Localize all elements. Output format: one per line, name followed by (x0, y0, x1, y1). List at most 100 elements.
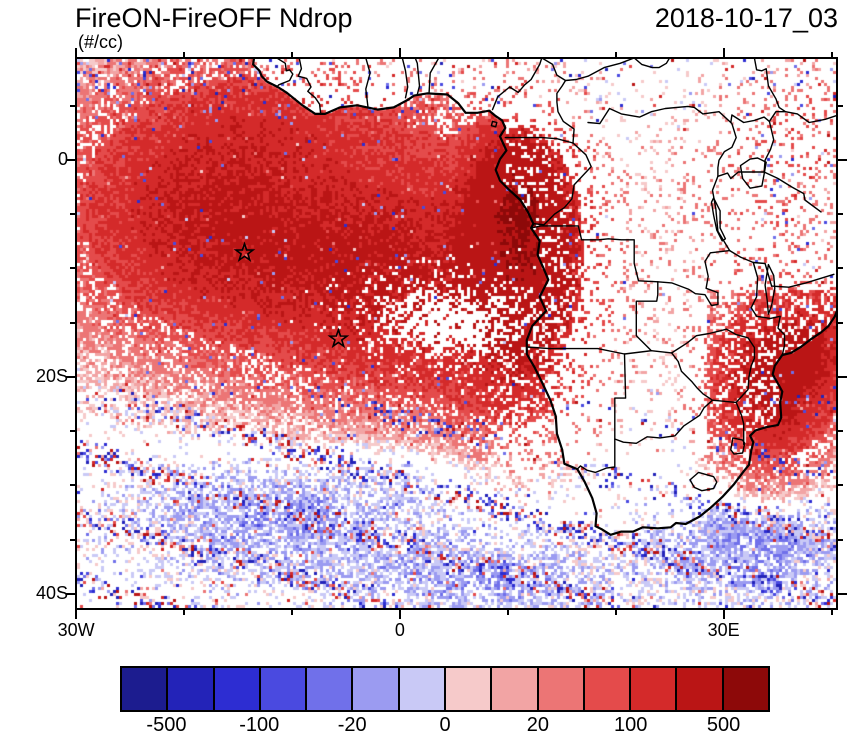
tick-mark (290, 52, 293, 57)
africa-coastline (252, 59, 836, 536)
tick-mark (183, 610, 185, 615)
tick-mark (70, 484, 75, 487)
country-border (730, 437, 746, 455)
tick-mark (506, 52, 509, 57)
y-axis-tick-label: 0 (57, 149, 68, 169)
country-border (532, 142, 592, 226)
lake-outline (490, 120, 498, 128)
country-border (750, 261, 786, 356)
y-axis-tick-label: 40S (35, 582, 68, 603)
x-axis-tick-label: 30W (57, 620, 95, 640)
tick-mark (838, 104, 843, 107)
colorbar-tick-label: -500 (146, 714, 187, 736)
tick-mark (830, 52, 833, 57)
country-border (614, 399, 737, 444)
units-label: (#/cc) (78, 32, 123, 52)
st-helena-star-icon (327, 327, 350, 349)
colorbar-tick-label: -20 (337, 714, 367, 736)
lake-outline (710, 197, 727, 242)
country-border (735, 401, 745, 446)
lake-outline (764, 263, 776, 315)
tick-mark (398, 610, 401, 619)
colorbar-cell-3 (260, 668, 308, 710)
tick-mark (838, 321, 843, 324)
tick-mark (70, 321, 75, 324)
colorbar-cell-7 (445, 668, 493, 710)
tick-mark (614, 52, 617, 57)
colorbar-cell-2 (214, 668, 261, 710)
colorbar-cell-0 (122, 668, 169, 710)
country-border (614, 353, 627, 468)
tick-mark (838, 159, 847, 161)
tick-mark (66, 592, 75, 595)
country-border (297, 59, 322, 115)
tick-mark (838, 538, 843, 541)
country-border (671, 328, 728, 354)
tick-mark (70, 213, 75, 216)
tick-mark (75, 48, 78, 57)
colorbar-tick-label: 100 (614, 714, 648, 736)
tick-mark (838, 213, 843, 216)
country-border (689, 471, 718, 492)
country-border (530, 225, 659, 283)
country-border (635, 281, 659, 352)
tick-mark (70, 430, 75, 433)
country-border (542, 59, 634, 82)
tick-mark (830, 610, 833, 615)
country-border (365, 59, 371, 108)
x-axis-tick-label: 0 (394, 620, 405, 640)
country-border (657, 249, 731, 307)
colorbar-cell-8 (492, 668, 539, 710)
country-border (587, 105, 787, 125)
colorbar-tick-label: 500 (706, 714, 741, 736)
tick-mark (290, 610, 293, 615)
tick-mark (838, 592, 847, 595)
country-border (711, 175, 731, 252)
country-border (276, 59, 294, 88)
colorbar-cell-5 (353, 668, 400, 710)
x-axis-tick-label: 30E (707, 620, 740, 640)
country-border (753, 59, 787, 113)
tick-mark (398, 48, 401, 57)
tick-mark (66, 159, 75, 161)
country-border (414, 59, 421, 96)
colorbar-cell-10 (584, 668, 632, 710)
map-panel (75, 57, 838, 610)
colorbar-cell-13 (723, 668, 768, 710)
country-border (576, 465, 616, 474)
country-border (556, 79, 575, 144)
colorbar-cell-11 (631, 668, 678, 710)
country-border (671, 352, 714, 401)
lake-outline (739, 157, 767, 189)
tick-mark (70, 104, 75, 107)
coastlines-borders-overlay (233, 59, 836, 536)
country-border (428, 59, 439, 94)
tick-mark (70, 267, 75, 270)
y-axis-tick-label: 20S (35, 365, 68, 386)
colorbar-cell-6 (399, 668, 446, 710)
country-border (717, 171, 765, 180)
country-border (491, 59, 543, 111)
tick-mark (614, 610, 617, 615)
country-border (504, 136, 574, 144)
tick-mark (722, 610, 725, 619)
country-border (784, 111, 836, 124)
country-border (763, 120, 775, 173)
country-border (401, 59, 409, 99)
colorbar-tick-label: 0 (439, 714, 451, 736)
plot-title: FireON-FireOFF Ndrop (75, 3, 353, 33)
ascension-island-star-icon (233, 241, 256, 262)
tick-mark (838, 375, 847, 378)
tick-mark (75, 610, 78, 619)
tick-mark (70, 538, 75, 541)
country-border (526, 346, 673, 355)
tick-mark (838, 430, 843, 433)
tick-mark (722, 48, 725, 57)
colorbar-cell-1 (168, 668, 215, 710)
tick-mark (506, 610, 509, 615)
country-border (752, 261, 773, 287)
tick-mark (838, 267, 843, 270)
country-border (717, 121, 737, 177)
tick-mark (66, 375, 75, 378)
